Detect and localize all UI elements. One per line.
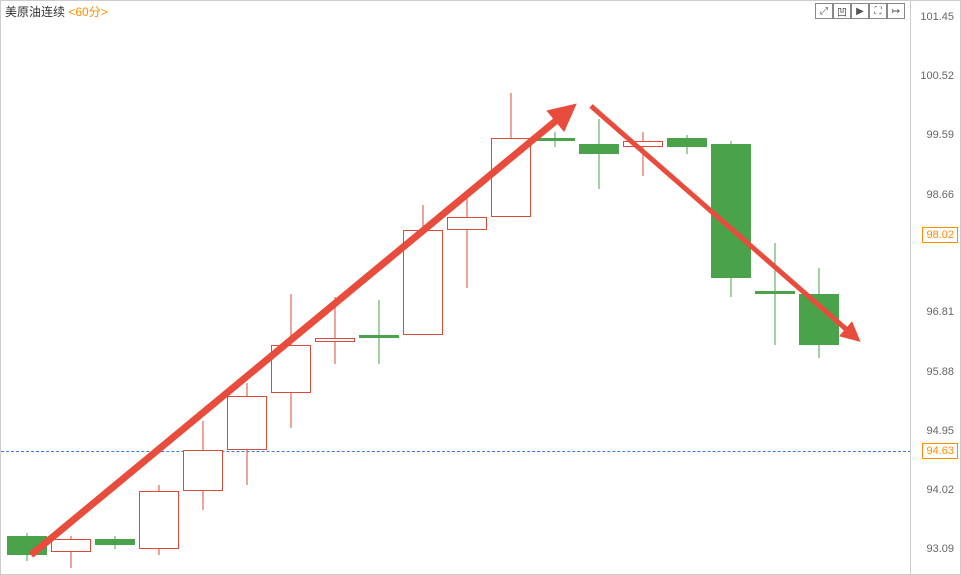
price-marker: 94.63 bbox=[922, 443, 958, 459]
candle[interactable] bbox=[271, 1, 311, 574]
candle-body bbox=[799, 294, 839, 345]
candle-body bbox=[95, 539, 135, 545]
plot-area[interactable] bbox=[1, 1, 911, 574]
chart-container: 美原油连续 <60分> ⤢ 凹 ▶ ⛶ ↦ 101.45 100.52 99.59 9… bbox=[0, 0, 961, 575]
timeframe-label: <60分> bbox=[68, 5, 107, 19]
candle-body bbox=[491, 138, 531, 218]
candle-body bbox=[7, 536, 47, 555]
candle[interactable] bbox=[667, 1, 707, 574]
candle-wick bbox=[599, 119, 600, 189]
candle-body bbox=[711, 144, 751, 278]
candle-body bbox=[755, 291, 795, 294]
candle-body bbox=[139, 491, 179, 548]
candle-body bbox=[403, 230, 443, 335]
y-axis[interactable]: 101.45 100.52 99.59 98.66 96.81 95.88 94.95 94.… bbox=[910, 1, 960, 574]
candle-body bbox=[535, 138, 575, 141]
candle-body bbox=[623, 141, 663, 147]
candle[interactable] bbox=[183, 1, 223, 574]
candle[interactable] bbox=[7, 1, 47, 574]
candle[interactable] bbox=[139, 1, 179, 574]
candle-wick bbox=[467, 192, 468, 288]
candle-body bbox=[359, 335, 399, 338]
candle[interactable] bbox=[579, 1, 619, 574]
price-marker: 98.02 bbox=[922, 227, 958, 243]
candle-body bbox=[315, 338, 355, 341]
chart-toolbar: ⤢ 凹 ▶ ⛶ ↦ bbox=[815, 3, 905, 19]
candle[interactable] bbox=[95, 1, 135, 574]
candle[interactable] bbox=[491, 1, 531, 574]
instrument-title: 美原油连续 bbox=[5, 5, 65, 19]
candle[interactable] bbox=[623, 1, 663, 574]
candle-body bbox=[447, 217, 487, 230]
candle[interactable] bbox=[755, 1, 795, 574]
candle[interactable] bbox=[51, 1, 91, 574]
candle[interactable] bbox=[359, 1, 399, 574]
y-tick-label: 96.81 bbox=[926, 306, 954, 318]
candle[interactable] bbox=[799, 1, 839, 574]
tool-crosshair-icon[interactable]: ⤢ bbox=[815, 3, 833, 19]
candle-body bbox=[667, 138, 707, 148]
y-tick-label: 99.59 bbox=[926, 129, 954, 141]
y-tick-label: 94.02 bbox=[926, 484, 954, 496]
chart-header: 美原油连续 <60分> bbox=[5, 3, 108, 20]
candle[interactable] bbox=[447, 1, 487, 574]
candle[interactable] bbox=[535, 1, 575, 574]
candle-wick bbox=[379, 300, 380, 364]
candle[interactable] bbox=[315, 1, 355, 574]
candle-body bbox=[579, 144, 619, 154]
candle-body bbox=[271, 345, 311, 393]
candle-body bbox=[183, 450, 223, 491]
y-tick-label: 100.52 bbox=[920, 70, 954, 82]
candle-wick bbox=[335, 297, 336, 364]
candle-wick bbox=[643, 132, 644, 177]
candle[interactable] bbox=[711, 1, 751, 574]
tool-export-icon[interactable]: ↦ bbox=[887, 3, 905, 19]
candle[interactable] bbox=[227, 1, 267, 574]
tool-panels-icon[interactable]: 凹 bbox=[833, 3, 851, 19]
candle-body bbox=[227, 396, 267, 450]
y-tick-label: 94.95 bbox=[926, 425, 954, 437]
candle-body bbox=[51, 539, 91, 552]
y-tick-label: 98.66 bbox=[926, 189, 954, 201]
candle[interactable] bbox=[403, 1, 443, 574]
candle-wick bbox=[775, 243, 776, 345]
tool-play-icon[interactable]: ▶ bbox=[851, 3, 869, 19]
y-tick-label: 95.88 bbox=[926, 366, 954, 378]
tool-fullscreen-icon[interactable]: ⛶ bbox=[869, 3, 887, 19]
y-tick-label: 93.09 bbox=[926, 543, 954, 555]
y-tick-label: 101.45 bbox=[920, 11, 954, 23]
